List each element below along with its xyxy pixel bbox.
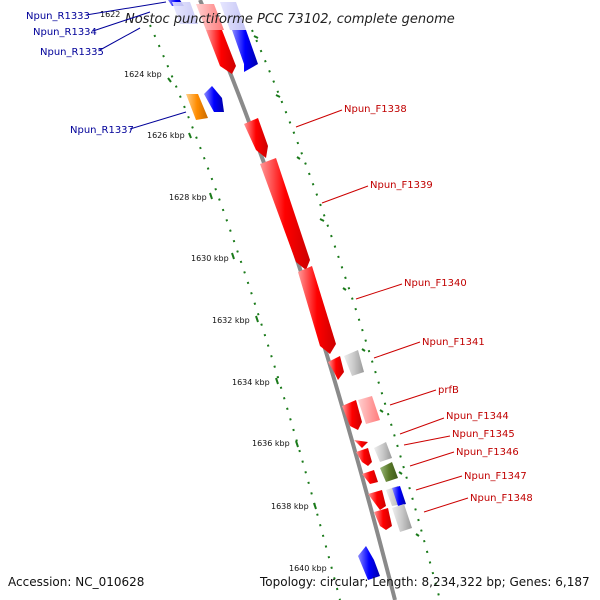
genes [168, 0, 412, 580]
label-npun-f1338[interactable]: Npun_F1338 [344, 104, 407, 115]
gene-faded-blue-top[interactable] [172, 2, 198, 24]
label-prfb[interactable]: prfB [438, 385, 459, 396]
label-npun-r1337[interactable]: Npun_R1337 [70, 125, 134, 136]
gene-gray-2[interactable] [374, 442, 392, 462]
gene-npun-r1337[interactable] [186, 94, 208, 120]
kbp-tick-marks [167, 35, 420, 537]
label-npun-f1341[interactable]: Npun_F1341 [422, 337, 485, 348]
left-labels: Npun_R1333 Npun_R1334 Npun_R1335 Npun_R1… [26, 1, 187, 136]
kbp-labels: 1622 1624 kbp 1626 kbp 1628 kbp 1630 kbp… [100, 10, 327, 573]
gene-gray-1[interactable] [344, 350, 364, 376]
kbp-label: 1634 kbp [232, 378, 270, 387]
kbp-label: 1632 kbp [212, 316, 250, 325]
gene-blue-mid[interactable] [392, 486, 406, 506]
gene-npun-f1338[interactable] [244, 118, 268, 158]
label-npun-r1334[interactable]: Npun_R1334 [33, 27, 97, 38]
gene-npun-f1347-olive[interactable] [380, 462, 398, 482]
kbp-label: 1630 kbp [191, 254, 229, 263]
gene-red-low[interactable] [374, 508, 392, 530]
gene-prfb[interactable] [342, 400, 362, 430]
gene-blue-top[interactable] [232, 30, 258, 72]
label-npun-r1333[interactable]: Npun_R1333 [26, 11, 90, 22]
label-npun-f1347[interactable]: Npun_F1347 [464, 471, 527, 482]
right-labels: Npun_F1338 Npun_F1339 Npun_F1340 Npun_F1… [295, 104, 533, 513]
label-npun-f1339[interactable]: Npun_F1339 [370, 180, 433, 191]
kbp-label: 1624 kbp [124, 70, 162, 79]
label-npun-f1346[interactable]: Npun_F1346 [456, 447, 519, 458]
gene-prfb-faded[interactable] [358, 396, 380, 424]
kbp-label: 1628 kbp [169, 193, 207, 202]
gene-npun-f1341[interactable] [328, 356, 344, 380]
gene-npun-f1344[interactable] [354, 440, 368, 448]
label-npun-r1335[interactable]: Npun_R1335 [40, 47, 104, 58]
label-npun-f1340[interactable]: Npun_F1340 [404, 278, 467, 289]
gene-red-top[interactable] [206, 30, 236, 74]
label-npun-f1345[interactable]: Npun_F1345 [452, 429, 515, 440]
gene-npun-f1346[interactable] [362, 470, 378, 484]
gene-npun-f1340[interactable] [298, 266, 336, 354]
kbp-label: 1636 kbp [252, 439, 290, 448]
page-title: Nostoc punctiforme PCC 73102, complete g… [125, 12, 455, 27]
accession-text: Accession: NC_010628 [8, 575, 144, 589]
kbp-label: 1626 kbp [147, 131, 185, 140]
genome-summary-text: Topology: circular; Length: 8,234,322 bp… [259, 575, 590, 589]
kbp-label: 1640 kbp [289, 564, 327, 573]
kbp-label: 1622 [100, 10, 120, 19]
gene-npun-f1348[interactable] [368, 490, 386, 510]
outer-tick-track [251, 29, 441, 600]
gene-npun-f1345[interactable] [356, 448, 372, 466]
gene-faded-blue-top-2[interactable] [220, 2, 246, 30]
gene-gray-4[interactable] [392, 504, 412, 532]
gene-npun-f1339[interactable] [260, 158, 310, 270]
gene-blue-bottom[interactable] [358, 546, 380, 580]
label-npun-f1348[interactable]: Npun_F1348 [470, 493, 533, 504]
gene-npun-r1335-blue[interactable] [204, 86, 224, 112]
gene-faded-red-top[interactable] [196, 4, 224, 30]
label-npun-f1344[interactable]: Npun_F1344 [446, 411, 509, 422]
kbp-label: 1638 kbp [271, 502, 309, 511]
